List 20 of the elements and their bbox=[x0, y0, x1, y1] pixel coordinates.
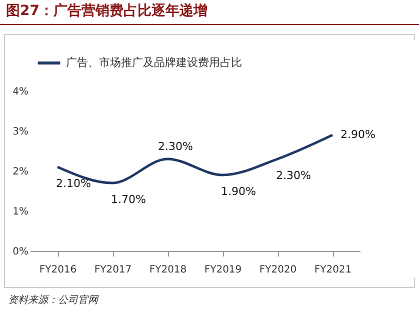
data-label: 2.30% bbox=[158, 140, 193, 153]
y-tick-label: 1% bbox=[12, 206, 28, 218]
y-tick-label: 3% bbox=[12, 126, 28, 138]
data-label: 1.90% bbox=[221, 185, 256, 198]
x-tick-label: FY2018 bbox=[149, 264, 187, 276]
x-tick-label: FY2017 bbox=[94, 264, 132, 276]
chart-title: 图27：广告营销费占比逐年递增 bbox=[6, 2, 208, 20]
data-label: 2.10% bbox=[56, 177, 91, 190]
y-tick-label: 2% bbox=[12, 166, 28, 178]
text: 资料来源：公司官网 bbox=[8, 294, 98, 307]
y-tick-label: 4% bbox=[12, 86, 28, 98]
data-label: 2.30% bbox=[276, 169, 311, 182]
x-tick-label: FY2016 bbox=[39, 264, 77, 276]
data-label: 2.90% bbox=[340, 128, 376, 141]
data-label: 1.70% bbox=[111, 193, 146, 206]
x-tick-label: FY2019 bbox=[204, 264, 242, 276]
x-tick-label: FY2021 bbox=[314, 264, 352, 276]
legend-label: 广告、市场推广及品牌建设费用占比 bbox=[66, 56, 242, 69]
x-tick-label: FY2020 bbox=[259, 264, 297, 276]
y-tick-label: 0% bbox=[12, 246, 28, 258]
